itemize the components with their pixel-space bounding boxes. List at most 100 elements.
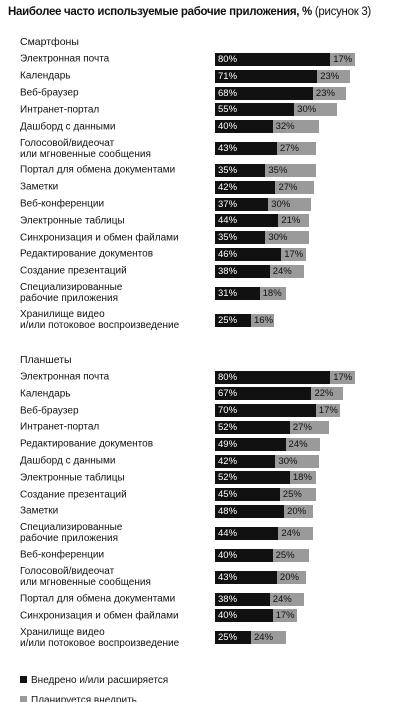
bar: 17% bbox=[272, 609, 298, 623]
category-label: Синхронизация и обмен файлами bbox=[20, 232, 179, 244]
bar: 27% bbox=[276, 142, 316, 155]
bar: 25% bbox=[215, 313, 251, 327]
value-label: 18% bbox=[292, 472, 312, 484]
category-label: Интранет-портал bbox=[20, 104, 100, 116]
bar: 24% bbox=[285, 437, 321, 451]
value-label: 30% bbox=[297, 104, 317, 116]
bar: 67% bbox=[215, 387, 312, 401]
value-label: 24% bbox=[272, 265, 292, 277]
bar: 40% bbox=[215, 120, 273, 134]
value-label: 70% bbox=[218, 405, 238, 417]
bar: 42% bbox=[215, 454, 276, 468]
bar: 40% bbox=[215, 609, 273, 623]
bar: 18% bbox=[289, 471, 316, 485]
value-label: 80% bbox=[218, 53, 238, 65]
bar: 44% bbox=[215, 526, 279, 540]
value-label: 24% bbox=[281, 527, 301, 539]
bar: 49% bbox=[215, 437, 286, 451]
value-label: 18% bbox=[262, 287, 282, 299]
bar: 80% bbox=[215, 370, 331, 384]
value-label: 25% bbox=[275, 549, 295, 561]
category-label: Веб-браузер bbox=[20, 405, 79, 417]
bar: 48% bbox=[215, 504, 285, 518]
category-label: Дашборд с данными bbox=[20, 121, 116, 133]
value-label: 24% bbox=[288, 438, 308, 450]
category-label: Голосовой/видеочат или мгновенные сообще… bbox=[20, 137, 151, 160]
bar: 30% bbox=[294, 103, 338, 117]
category-label: Календарь bbox=[20, 70, 71, 82]
value-label: 17% bbox=[275, 610, 295, 622]
bar: 35% bbox=[215, 163, 266, 177]
value-label: 44% bbox=[218, 215, 238, 227]
value-label: 35% bbox=[218, 164, 238, 176]
category-label: Специализированные рабочие приложения bbox=[20, 282, 123, 305]
bar: 30% bbox=[265, 231, 309, 245]
value-label: 27% bbox=[279, 143, 299, 154]
value-label: 43% bbox=[218, 571, 238, 583]
value-label: 43% bbox=[218, 143, 238, 154]
category-label: Заметки bbox=[20, 505, 59, 517]
bar: 20% bbox=[284, 504, 313, 518]
title-main: Наиболее часто используемые рабочие прил… bbox=[8, 6, 312, 18]
value-label: 25% bbox=[282, 489, 302, 501]
value-label: 23% bbox=[320, 70, 340, 82]
value-label: 32% bbox=[275, 121, 295, 133]
value-label: 38% bbox=[218, 593, 238, 605]
value-label: 45% bbox=[218, 489, 238, 501]
value-label: 44% bbox=[218, 527, 238, 539]
bar: 30% bbox=[268, 197, 312, 211]
value-label: 27% bbox=[278, 181, 298, 193]
bar: 17% bbox=[281, 247, 306, 261]
value-label: 23% bbox=[315, 87, 335, 99]
value-label: 21% bbox=[281, 215, 301, 227]
category-label: Создание презентаций bbox=[20, 489, 127, 501]
value-label: 40% bbox=[218, 549, 238, 561]
legend-label: Планируется внедрить bbox=[31, 695, 137, 702]
bar: 45% bbox=[215, 488, 280, 502]
bar: 38% bbox=[215, 592, 270, 606]
bar: 27% bbox=[289, 420, 329, 434]
bar: 46% bbox=[215, 247, 282, 261]
bar: 38% bbox=[215, 264, 270, 278]
bar: 24% bbox=[251, 631, 286, 645]
legend-swatch bbox=[20, 676, 27, 684]
value-label: 52% bbox=[218, 472, 238, 484]
category-label: Редактирование документов bbox=[20, 248, 154, 260]
bar: 40% bbox=[215, 548, 273, 562]
bar: 23% bbox=[317, 69, 351, 83]
bar: 55% bbox=[215, 103, 295, 117]
value-label: 16% bbox=[254, 314, 274, 326]
section-title: Смартфоны bbox=[20, 36, 79, 48]
bar: 30% bbox=[275, 454, 319, 468]
category-label: Веб-конференции bbox=[20, 549, 105, 561]
bar: 24% bbox=[278, 526, 313, 540]
category-label: Хранилище видео и/или потоковое воспроиз… bbox=[20, 309, 180, 332]
value-label: 46% bbox=[218, 248, 238, 260]
bar: 16% bbox=[251, 313, 275, 327]
bar: 24% bbox=[269, 592, 305, 606]
bar: 17% bbox=[330, 370, 355, 384]
bar: 25% bbox=[215, 631, 251, 645]
value-label: 42% bbox=[218, 455, 238, 467]
category-label: Электронные таблицы bbox=[20, 472, 125, 484]
value-label: 20% bbox=[287, 505, 307, 517]
value-label: 17% bbox=[333, 53, 353, 65]
title-note: (рисунок 3) bbox=[314, 6, 371, 18]
value-label: 31% bbox=[218, 287, 238, 299]
value-label: 24% bbox=[272, 593, 292, 605]
bar: 22% bbox=[311, 387, 344, 401]
bar: 18% bbox=[259, 286, 286, 300]
bar: 52% bbox=[215, 420, 290, 434]
value-label: 71% bbox=[218, 70, 238, 82]
value-label: 20% bbox=[279, 571, 299, 583]
value-label: 38% bbox=[218, 265, 238, 277]
category-label: Дашборд с данными bbox=[20, 455, 116, 467]
value-label: 48% bbox=[218, 505, 238, 517]
value-label: 40% bbox=[218, 121, 238, 133]
bar: 42% bbox=[215, 180, 276, 194]
bar: 71% bbox=[215, 69, 318, 83]
category-label: Электронная почта bbox=[20, 53, 110, 65]
bar: 24% bbox=[269, 264, 305, 278]
value-label: 24% bbox=[254, 632, 274, 644]
